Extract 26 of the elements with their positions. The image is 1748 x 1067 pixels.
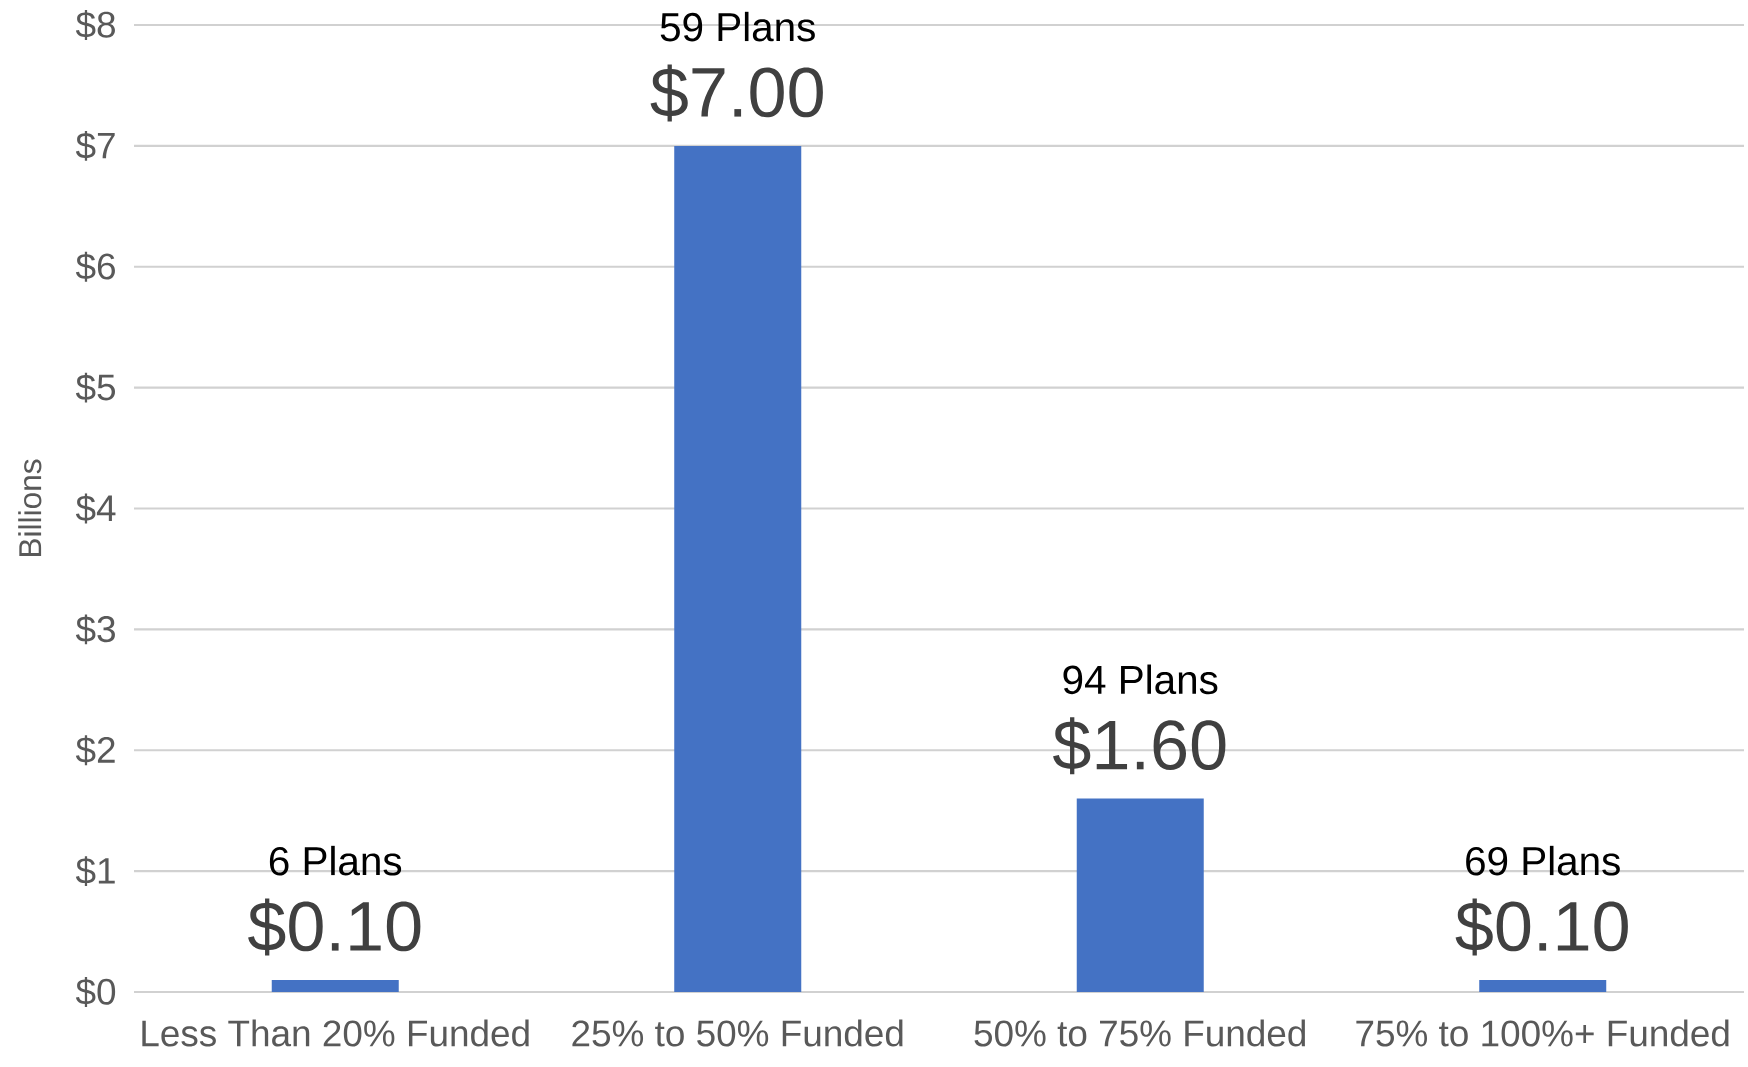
y-tick-label: $1 [75,856,115,887]
data-label: $0.10 [248,898,421,956]
data-label: $0.10 [1455,898,1628,956]
y-tick-label: $3 [75,614,115,645]
x-tick-label: Less Than 20% Funded [142,1019,529,1047]
x-tick-label: 75% to 100%+ Funded [1356,1019,1729,1047]
y-tick-label: $0 [75,977,116,1007]
y-tick-label: $7 [75,130,115,161]
annotation: 69 Plans [1466,845,1620,876]
annotation: 94 Plans [1063,664,1218,695]
y-axis-title: Billions [18,459,42,557]
x-tick-label: 25% to 50% Funded [572,1019,903,1047]
annotation: 59 Plans [660,11,815,42]
y-tick-label: $4 [75,493,116,524]
bar [271,979,399,992]
y-tick-label: $2 [75,735,115,766]
annotation: 6 Plans [269,845,402,876]
y-tick-label: $5 [75,372,116,403]
bar [1479,979,1607,992]
y-tick-label: $6 [75,251,115,282]
data-label: $1.60 [1053,717,1226,775]
x-tick-label: 50% to 75% Funded [974,1019,1305,1047]
bar [1076,798,1204,992]
data-label: $7.00 [650,64,823,122]
bar [674,145,802,992]
y-tick-label: $8 [75,10,115,40]
